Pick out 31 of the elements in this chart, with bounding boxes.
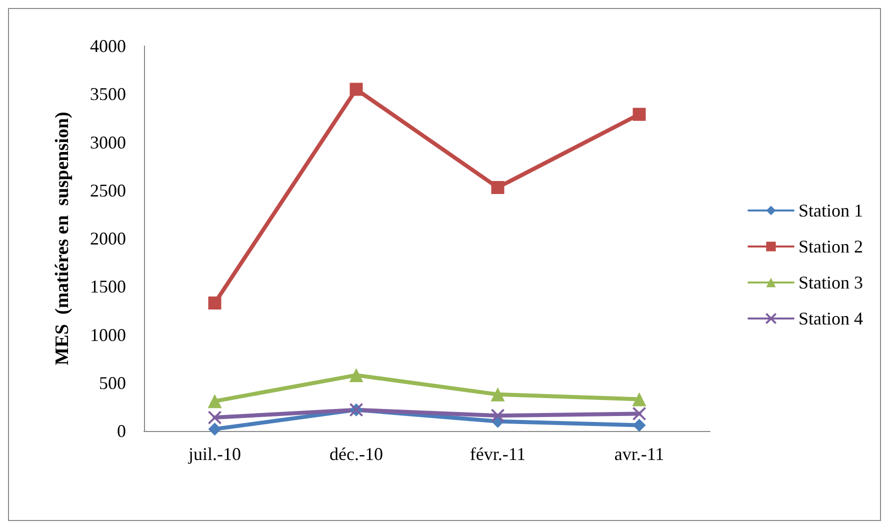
point [350,82,363,96]
y-tick-label: 0 [117,421,126,441]
point [632,392,646,406]
x-tick-label: déc.-10 [330,444,383,464]
point [632,406,646,421]
point [491,180,504,194]
legend-label: Station 2 [798,236,864,256]
y-tick-label: 3500 [90,84,126,104]
point [208,394,222,408]
point [208,410,222,425]
x-tick-label: avr.-11 [614,444,664,464]
y-tick-label: 4000 [90,36,126,56]
point [632,418,646,432]
legend-label: Station 1 [798,200,864,220]
y-tick-label: 500 [99,372,126,393]
y-tick-label: 2000 [90,228,126,248]
x-tick-label: juil.-10 [188,444,241,464]
y-axis-title: MES (matiéres en suspension) [52,112,73,366]
y-tick-label: 3000 [90,132,126,152]
legend-label: Station 4 [798,308,864,328]
x-tick-label: févr.-11 [470,444,526,464]
point [490,387,505,402]
y-tick-label: 1500 [90,276,126,297]
point [490,408,505,423]
point [208,422,222,436]
point [632,108,646,121]
y-tick-label: 1000 [90,324,126,345]
point [349,368,364,382]
y-tick-label: 2500 [90,180,126,200]
legend-label: Station 3 [798,272,864,292]
point [208,296,222,310]
